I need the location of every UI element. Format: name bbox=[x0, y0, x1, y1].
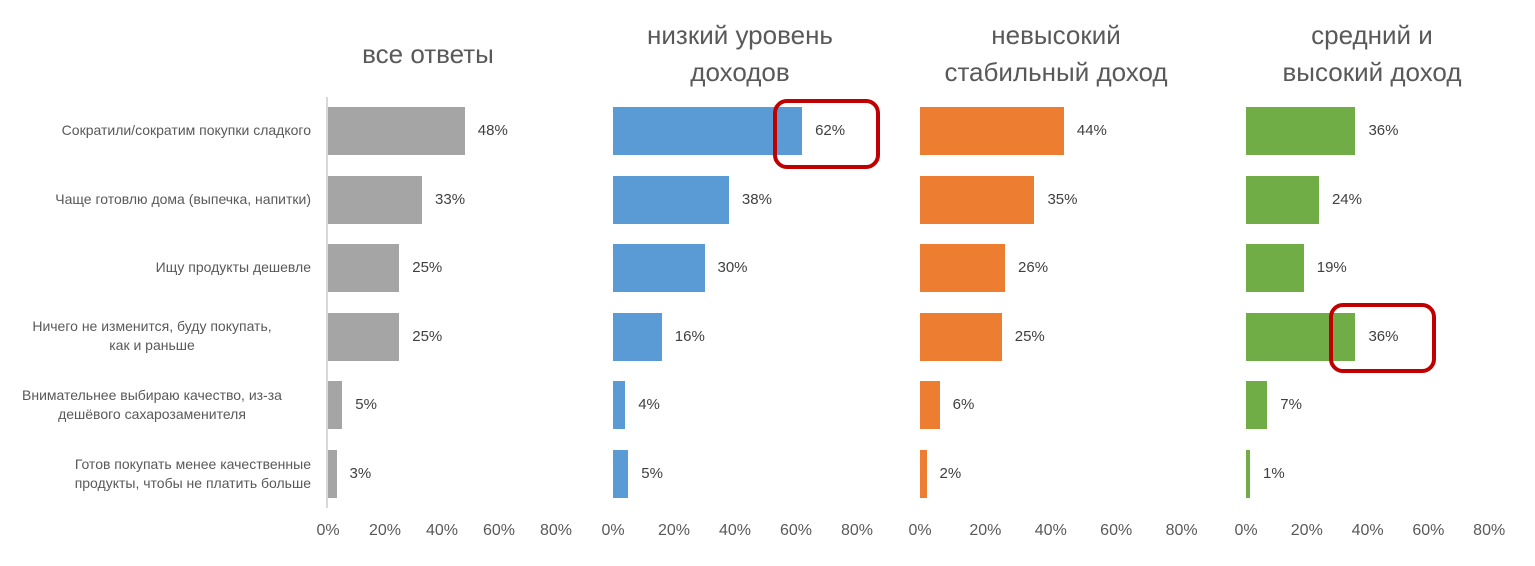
highlight-box-low-income-62 bbox=[773, 99, 880, 169]
data-label: 3% bbox=[349, 465, 372, 482]
bar-all bbox=[328, 450, 337, 498]
bar-all bbox=[328, 176, 423, 224]
panel-title-modest-income: невысокий стабильный доход bbox=[944, 20, 1168, 87]
bar-modest-income bbox=[920, 176, 1035, 224]
data-label: 16% bbox=[674, 328, 705, 345]
data-label: 25% bbox=[412, 328, 443, 345]
data-label: 2% bbox=[939, 465, 962, 482]
data-label: 30% bbox=[717, 259, 748, 276]
bar-high-income bbox=[1246, 450, 1250, 498]
x-tick-label: 80% bbox=[1165, 522, 1198, 539]
x-tick-label: 0% bbox=[908, 522, 932, 539]
category-label: Ищу продукты дешевле bbox=[155, 259, 311, 275]
x-tick-label: 60% bbox=[779, 522, 813, 539]
data-label: 19% bbox=[1316, 259, 1347, 276]
bar-low-income bbox=[613, 176, 729, 224]
data-label: 26% bbox=[1018, 259, 1049, 276]
bar-all bbox=[328, 381, 343, 429]
bar-high-income bbox=[1246, 244, 1304, 292]
x-tick-label: 80% bbox=[840, 522, 874, 539]
bar-modest-income bbox=[920, 450, 927, 498]
panel-title-low-income: низкий уровень доходов bbox=[647, 20, 833, 87]
bar-low-income bbox=[613, 381, 626, 429]
x-tick-label: 0% bbox=[1234, 522, 1258, 539]
highlight-box-high-income-36 bbox=[1329, 303, 1436, 373]
data-label: 1% bbox=[1263, 465, 1285, 482]
data-label: 48% bbox=[477, 122, 508, 139]
x-tick-label: 40% bbox=[1034, 522, 1067, 539]
bar-modest-income bbox=[920, 107, 1064, 155]
data-label: 38% bbox=[741, 191, 772, 208]
y-axis-line bbox=[326, 97, 328, 508]
bar-high-income bbox=[1246, 107, 1356, 155]
data-label: 24% bbox=[1331, 191, 1362, 208]
data-label: 44% bbox=[1076, 122, 1107, 139]
x-tick-label: 40% bbox=[1351, 522, 1384, 539]
data-label: 35% bbox=[1047, 191, 1078, 208]
data-label: 62% bbox=[815, 122, 846, 139]
bar-all bbox=[328, 313, 400, 361]
category-label: Чаще готовлю дома (выпечка, напитки) bbox=[55, 191, 311, 207]
bar-all bbox=[328, 244, 400, 292]
data-label: 36% bbox=[1368, 122, 1399, 139]
bar-low-income bbox=[613, 450, 629, 498]
data-label: 7% bbox=[1280, 396, 1302, 413]
data-label: 5% bbox=[641, 465, 663, 482]
data-label: 5% bbox=[355, 396, 377, 413]
x-tick-label: 0% bbox=[601, 522, 625, 539]
data-label: 36% bbox=[1368, 328, 1399, 345]
category-label: Ничего не изменится, буду покупать, как и… bbox=[32, 318, 272, 353]
bar-modest-income bbox=[920, 381, 940, 429]
x-tick-label: 80% bbox=[539, 522, 573, 539]
bar-high-income bbox=[1246, 313, 1356, 361]
x-tick-label: 80% bbox=[1473, 522, 1506, 539]
bar-high-income bbox=[1246, 176, 1319, 224]
bar-low-income bbox=[613, 244, 705, 292]
panel-title-all: все ответы bbox=[362, 39, 494, 69]
x-tick-label: 20% bbox=[1290, 522, 1323, 539]
panel-title-high-income: средний и высокий доход bbox=[1282, 20, 1462, 87]
bar-low-income bbox=[613, 107, 803, 155]
bar-modest-income bbox=[920, 244, 1006, 292]
x-tick-label: 20% bbox=[969, 522, 1002, 539]
data-label: 33% bbox=[435, 191, 466, 208]
x-tick-label: 60% bbox=[482, 522, 516, 539]
bar-modest-income bbox=[920, 313, 1002, 361]
bar-all bbox=[328, 107, 465, 155]
x-tick-label: 60% bbox=[1100, 522, 1133, 539]
bar-low-income bbox=[613, 313, 662, 361]
x-tick-label: 20% bbox=[368, 522, 402, 539]
data-label: 6% bbox=[952, 396, 975, 413]
data-label: 4% bbox=[638, 396, 660, 413]
x-tick-label: 40% bbox=[718, 522, 752, 539]
x-tick-label: 0% bbox=[316, 522, 340, 539]
data-label: 25% bbox=[412, 259, 443, 276]
category-label: Сократили/сократим покупки сладкого bbox=[61, 122, 311, 138]
x-tick-label: 40% bbox=[425, 522, 459, 539]
data-label: 25% bbox=[1014, 328, 1045, 345]
category-label: Внимательнее выбираю качество, из-за дешё… bbox=[22, 387, 282, 422]
category-label: Готов покупать менее качественные продукт… bbox=[74, 456, 311, 491]
bar-high-income bbox=[1246, 381, 1268, 429]
x-tick-label: 60% bbox=[1412, 522, 1445, 539]
x-tick-label: 20% bbox=[657, 522, 691, 539]
